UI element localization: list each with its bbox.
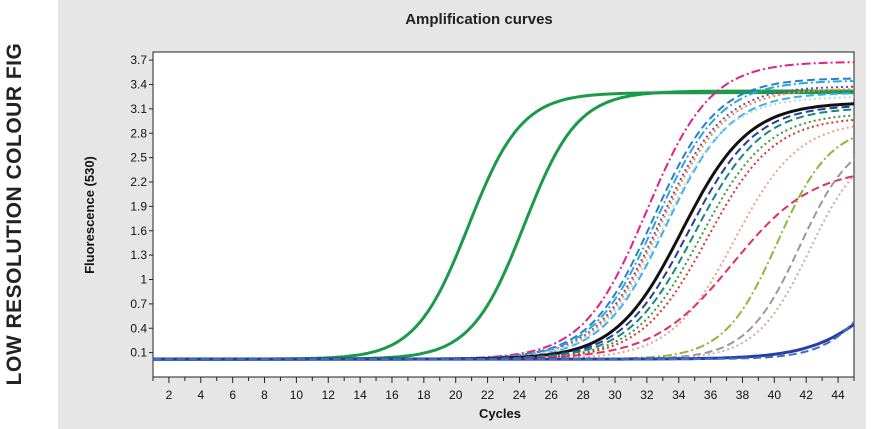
y-tick-label: 2.5 — [130, 151, 147, 165]
x-tick-label: 6 — [229, 388, 236, 402]
y-tick-label: 3.7 — [130, 53, 147, 67]
x-tick-label: 10 — [290, 388, 304, 402]
x-tick-label: 12 — [322, 388, 336, 402]
x-tick-label: 30 — [608, 388, 622, 402]
x-tick-label: 8 — [261, 388, 268, 402]
y-tick-label: 2.8 — [130, 126, 147, 140]
chart-title: Amplification curves — [405, 11, 553, 28]
y-tick-label: 0.7 — [130, 297, 147, 311]
y-tick-label: 1.6 — [130, 224, 147, 238]
x-axis-title: Cycles — [479, 406, 521, 421]
x-tick-label: 44 — [831, 388, 845, 402]
x-tick-label: 26 — [545, 388, 559, 402]
amplification-curve — [153, 80, 855, 361]
y-tick-label: 1 — [140, 273, 147, 287]
x-tick-label: 34 — [672, 388, 686, 402]
y-tick-label: 0.1 — [130, 346, 147, 360]
y-tick-label: 2.2 — [130, 175, 147, 189]
y-tick-label: 3.1 — [130, 102, 147, 116]
x-tick-label: 40 — [768, 388, 782, 402]
x-tick-label: 32 — [640, 388, 654, 402]
x-tick-label: 20 — [449, 388, 463, 402]
x-tick-label: 38 — [736, 388, 750, 402]
x-tick-label: 42 — [800, 388, 814, 402]
x-tick-label: 22 — [481, 388, 495, 402]
x-tick-label: 4 — [197, 388, 204, 402]
x-tick-label: 28 — [576, 388, 590, 402]
y-tick-label: 3.4 — [130, 78, 147, 92]
amplification-curve — [153, 61, 855, 361]
x-tick-label: 16 — [385, 388, 399, 402]
y-axis-title: Fluorescence (530) — [82, 156, 97, 274]
amplification-curve — [153, 136, 855, 361]
x-tick-label: 24 — [513, 388, 527, 402]
y-tick-label: 0.4 — [130, 321, 147, 335]
x-tick-label: 36 — [704, 388, 718, 402]
y-axis: 0.1 0.4 0.7 1 1.3 1.6 1.9 2.2 2.5 2.8 3.1 3.4 3.7 — [130, 53, 153, 360]
x-tick-label: 18 — [417, 388, 431, 402]
x-tick-label: 14 — [353, 388, 367, 402]
x-axis: 2 4 6 8 10 12 14 16 18 20 22 24 26 28 30 32 34 36 38 40 42 44 — [152, 377, 855, 402]
x-tick-label: 2 — [166, 388, 173, 402]
y-tick-label: 1.3 — [130, 248, 147, 262]
y-tick-label: 1.9 — [130, 199, 147, 213]
side-banner: LOW RESOLUTION COLOUR FIG — [0, 0, 30, 429]
plot-area — [152, 51, 855, 378]
curves-group — [153, 61, 855, 361]
amplification-curve — [153, 321, 855, 361]
